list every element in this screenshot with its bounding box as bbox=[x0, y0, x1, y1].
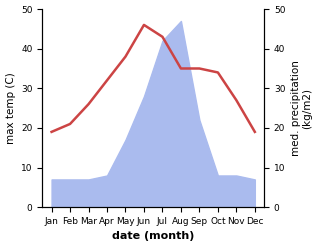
X-axis label: date (month): date (month) bbox=[112, 231, 194, 242]
Y-axis label: max temp (C): max temp (C) bbox=[5, 72, 16, 144]
Y-axis label: med. precipitation
(kg/m2): med. precipitation (kg/m2) bbox=[291, 60, 313, 156]
